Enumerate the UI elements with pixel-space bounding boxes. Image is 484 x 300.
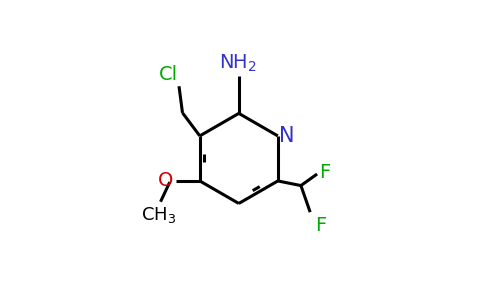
Text: NH$_2$: NH$_2$ [219, 53, 257, 74]
Text: O: O [158, 172, 173, 190]
Text: F: F [319, 164, 331, 182]
Text: Cl: Cl [159, 65, 178, 84]
Text: F: F [315, 216, 326, 235]
Text: N: N [279, 126, 294, 146]
Text: CH$_3$: CH$_3$ [141, 205, 176, 225]
